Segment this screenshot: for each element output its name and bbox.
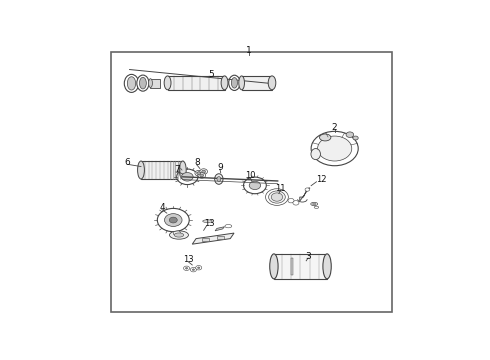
Text: 9: 9	[217, 163, 223, 172]
Ellipse shape	[221, 76, 228, 90]
Circle shape	[202, 170, 206, 173]
Circle shape	[311, 131, 358, 166]
Circle shape	[288, 198, 294, 203]
Ellipse shape	[217, 176, 220, 181]
Ellipse shape	[225, 225, 232, 228]
Circle shape	[346, 132, 354, 138]
Text: 4: 4	[159, 203, 165, 212]
Circle shape	[165, 213, 182, 226]
Ellipse shape	[319, 134, 331, 141]
Ellipse shape	[239, 76, 245, 90]
Circle shape	[318, 136, 352, 161]
Bar	[274, 254, 327, 279]
Polygon shape	[300, 188, 310, 201]
Circle shape	[305, 188, 310, 191]
Text: 1: 1	[246, 46, 252, 55]
Circle shape	[266, 189, 288, 205]
Bar	[202, 238, 209, 242]
Ellipse shape	[314, 206, 319, 208]
Text: 6: 6	[125, 158, 130, 167]
Ellipse shape	[231, 77, 238, 88]
Polygon shape	[192, 233, 234, 244]
Bar	[141, 161, 183, 179]
Circle shape	[271, 193, 283, 201]
Ellipse shape	[268, 76, 276, 90]
Circle shape	[200, 169, 207, 174]
Text: 10: 10	[245, 171, 255, 180]
Bar	[217, 236, 224, 239]
Ellipse shape	[170, 231, 189, 239]
Ellipse shape	[164, 76, 171, 90]
Circle shape	[169, 217, 177, 223]
Circle shape	[190, 267, 196, 272]
Circle shape	[197, 267, 200, 269]
Circle shape	[177, 169, 198, 185]
Circle shape	[181, 172, 193, 181]
Text: 8: 8	[194, 158, 200, 167]
Ellipse shape	[124, 75, 139, 93]
Ellipse shape	[313, 203, 316, 205]
Circle shape	[195, 170, 202, 176]
Circle shape	[269, 191, 285, 203]
Ellipse shape	[140, 77, 147, 89]
Text: 13: 13	[183, 256, 194, 265]
Circle shape	[192, 269, 195, 270]
Text: 7: 7	[174, 165, 180, 174]
Circle shape	[184, 266, 190, 270]
Ellipse shape	[148, 79, 152, 87]
Text: 13: 13	[204, 220, 215, 229]
Ellipse shape	[311, 149, 320, 159]
Text: 12: 12	[316, 175, 327, 184]
Circle shape	[246, 179, 264, 192]
Circle shape	[197, 172, 200, 175]
Ellipse shape	[215, 174, 223, 184]
Ellipse shape	[270, 254, 278, 279]
Ellipse shape	[229, 75, 240, 90]
Circle shape	[185, 267, 188, 269]
Text: 3: 3	[305, 252, 311, 261]
Bar	[150, 79, 160, 87]
Ellipse shape	[137, 75, 149, 91]
Circle shape	[198, 173, 206, 178]
Ellipse shape	[179, 161, 186, 179]
Circle shape	[293, 201, 299, 205]
Ellipse shape	[127, 77, 136, 90]
Text: 2: 2	[332, 123, 338, 132]
Bar	[168, 76, 224, 90]
Circle shape	[157, 208, 189, 232]
Polygon shape	[215, 227, 224, 231]
Ellipse shape	[138, 161, 145, 179]
Ellipse shape	[311, 202, 318, 206]
Circle shape	[196, 266, 202, 270]
Bar	[111, 51, 392, 312]
Circle shape	[200, 174, 204, 177]
Ellipse shape	[174, 233, 184, 237]
Ellipse shape	[203, 220, 212, 222]
Text: 11: 11	[275, 184, 286, 193]
Text: 5: 5	[208, 70, 214, 79]
Bar	[242, 76, 272, 90]
Circle shape	[353, 136, 358, 140]
Ellipse shape	[323, 254, 331, 279]
Circle shape	[244, 177, 267, 194]
Bar	[291, 258, 293, 275]
Circle shape	[249, 181, 261, 190]
